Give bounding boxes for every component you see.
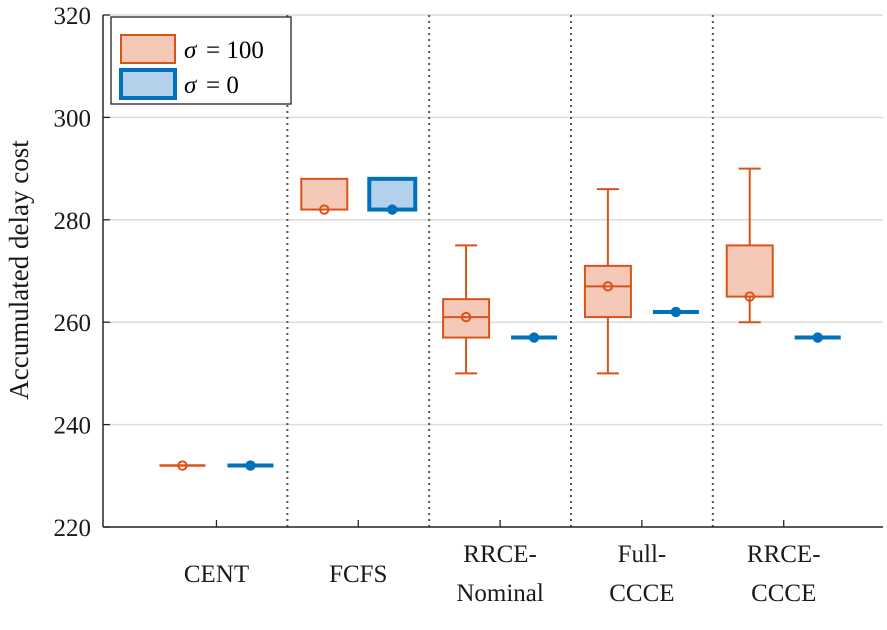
y-axis-label: Accumulated delay cost bbox=[4, 140, 34, 400]
tick-label-layer: 220 240 260 280 300 320 CENT FCFS RRCE- Nominal Fu… bbox=[54, 3, 821, 607]
mean-marker bbox=[812, 332, 823, 343]
x-tick-label-4-line2: CCCE bbox=[751, 580, 816, 607]
mean-marker bbox=[319, 204, 330, 215]
mean-marker bbox=[602, 281, 614, 292]
box-layer bbox=[159, 167, 841, 471]
box-sigma100-4 bbox=[725, 167, 774, 324]
mean-marker bbox=[177, 460, 188, 471]
legend-swatch-sigma-100 bbox=[120, 34, 176, 64]
box-sigma0-2 bbox=[511, 332, 558, 343]
mean-marker bbox=[528, 332, 540, 343]
x-tick-label-3-line2: CCCE bbox=[609, 580, 674, 607]
y-tick-label-300: 300 bbox=[54, 105, 92, 132]
y-tick-label-320: 320 bbox=[54, 3, 92, 30]
mean-marker bbox=[460, 311, 472, 323]
box-sigma0-0 bbox=[227, 460, 274, 471]
box-sigma0-3 bbox=[652, 306, 699, 318]
x-tick-label-3-line1: Full- bbox=[618, 541, 667, 568]
box-sigma100-0 bbox=[159, 460, 206, 471]
mean-marker bbox=[245, 460, 256, 471]
box-sigma100-3 bbox=[583, 188, 632, 375]
legend: σ = 100 σ = 0 bbox=[110, 16, 292, 105]
axis-layer bbox=[102, 14, 883, 528]
box-sigma0-4 bbox=[794, 332, 841, 343]
group-separators bbox=[286, 15, 714, 527]
mean-marker bbox=[670, 306, 682, 318]
legend-swatch-sigma-0 bbox=[119, 68, 177, 100]
box-sigma100-2 bbox=[442, 244, 491, 375]
legend-label-sigma-100-symbol: σ bbox=[184, 37, 198, 64]
y-tick-label-280: 280 bbox=[54, 208, 92, 235]
x-tick-label-4-line1: RRCE- bbox=[747, 541, 821, 568]
x-tick-label-0-line1: CENT bbox=[184, 561, 249, 588]
box-body bbox=[442, 298, 491, 339]
mean-marker bbox=[387, 204, 398, 215]
legend-label-sigma-0-value: = 0 bbox=[206, 72, 239, 99]
box-sigma100-1 bbox=[300, 177, 349, 215]
x-tick-label-1-line1: FCFS bbox=[329, 561, 387, 588]
y-tick-label-240: 240 bbox=[54, 413, 92, 440]
legend-label-sigma-100-value: = 100 bbox=[206, 37, 264, 64]
box-sigma0-1 bbox=[367, 176, 418, 215]
legend-label-sigma-0-symbol: σ bbox=[184, 72, 198, 99]
box-body bbox=[725, 244, 774, 298]
mean-marker bbox=[744, 291, 755, 302]
x-tick-label-2-line2: Nominal bbox=[456, 580, 544, 607]
y-tick-label-260: 260 bbox=[54, 310, 92, 337]
y-tick-label-220: 220 bbox=[54, 515, 92, 542]
x-tick-label-2-line1: RRCE- bbox=[463, 541, 537, 568]
